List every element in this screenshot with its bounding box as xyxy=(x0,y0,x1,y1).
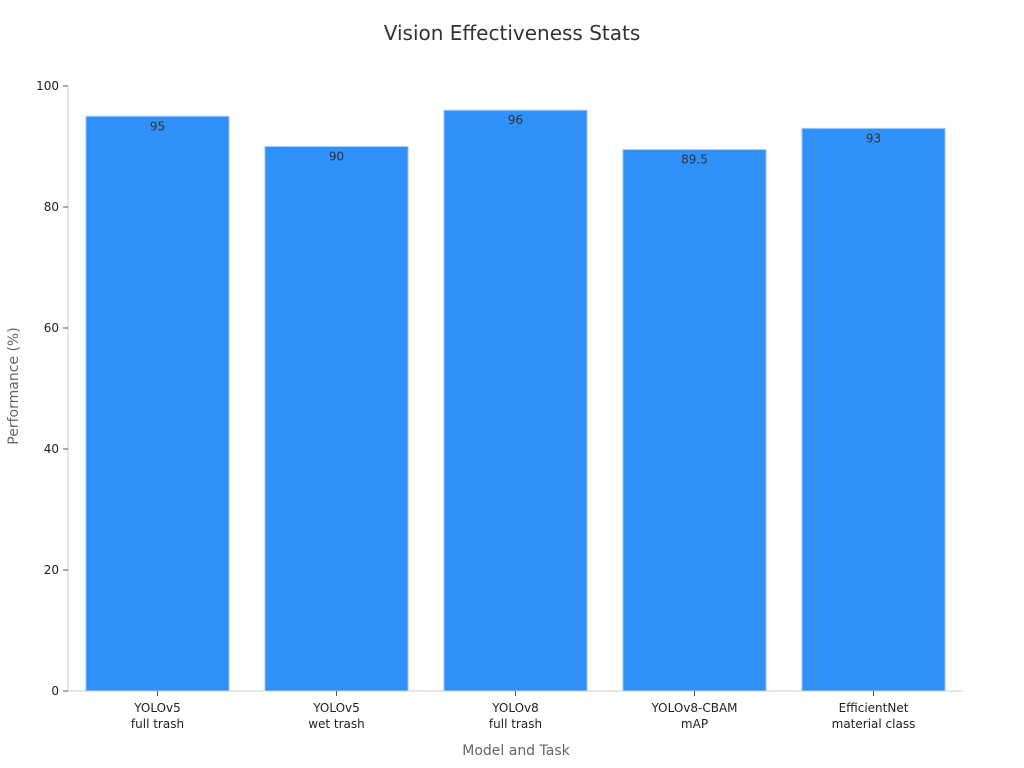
x-tick-label: EfficientNet xyxy=(839,701,909,715)
x-tick-label: mAP xyxy=(681,717,708,731)
bar xyxy=(443,109,588,692)
x-axis-label: Model and Task xyxy=(462,743,570,759)
x-tick-label: YOLOv5 xyxy=(312,701,360,715)
chart-title: Vision Effectiveness Stats xyxy=(384,21,641,45)
bar-value-label: 93 xyxy=(866,131,881,145)
x-axis-ticks: YOLOv5 full trash YOLOv5 wet trash YOLOv8 ful… xyxy=(131,691,915,731)
x-tick-label: YOLOv5 xyxy=(133,701,181,715)
y-axis-ticks: 0 20 40 60 80 100 xyxy=(36,79,68,698)
plot-area: 95 90 96 89.5 93 xyxy=(85,109,946,692)
y-tick-label: 80 xyxy=(44,200,59,214)
bar xyxy=(85,115,230,692)
x-tick-label: full trash xyxy=(131,717,184,731)
y-tick-label: 60 xyxy=(44,321,59,335)
x-tick-label: full trash xyxy=(489,717,542,731)
bar-value-label: 95 xyxy=(150,119,165,133)
x-tick-label: YOLOv8-CBAM xyxy=(650,701,737,715)
bar-value-label: 90 xyxy=(329,150,344,164)
y-tick-label: 100 xyxy=(36,79,59,93)
bar xyxy=(264,146,409,692)
bar xyxy=(622,149,767,692)
bar-value-label: 96 xyxy=(508,113,523,127)
x-tick-label: YOLOv8 xyxy=(491,701,539,715)
y-tick-label: 0 xyxy=(51,684,59,698)
y-tick-label: 20 xyxy=(44,563,59,577)
x-tick-label: material class xyxy=(832,717,916,731)
y-axis-label: Performance (%) xyxy=(6,327,22,444)
bar-value-label: 89.5 xyxy=(681,153,708,167)
y-tick-label: 40 xyxy=(44,442,59,456)
x-tick-label: wet trash xyxy=(308,717,365,731)
bar xyxy=(801,127,946,692)
